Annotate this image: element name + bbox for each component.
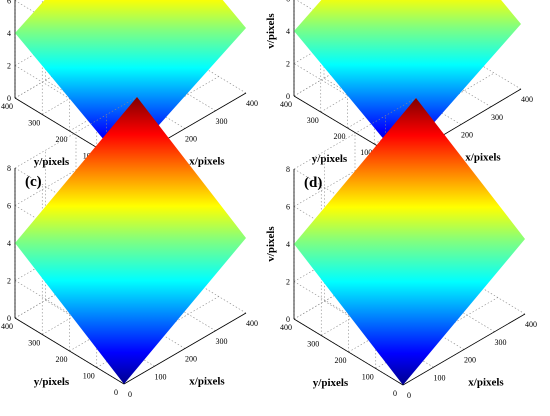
z-tick-label: 4 xyxy=(286,27,290,36)
y-tick-label: 100 xyxy=(83,372,95,381)
y-axis-label: y/pixels xyxy=(313,377,349,389)
z-tick-label: 8 xyxy=(286,165,290,174)
y-tick-label: 0 xyxy=(114,388,118,397)
surface-patch xyxy=(15,97,246,384)
x-tick-label: 300 xyxy=(495,338,507,347)
y-axis-label: y/pixels xyxy=(312,153,348,165)
surface-patch xyxy=(294,0,521,160)
z-axis-label: v/pixels xyxy=(265,13,277,49)
panel-d: 0100200300400010020030040002468x/pixelsy… xyxy=(265,97,537,400)
z-tick-label: 2 xyxy=(7,277,11,286)
z-tick-label: 0 xyxy=(286,92,290,101)
panel-b: 0100200300400010020030040002468x/pixelsy… xyxy=(265,0,533,175)
z-tick-label: 4 xyxy=(7,29,11,38)
x-tick-label: 0 xyxy=(128,390,132,399)
x-tick-label: 100 xyxy=(434,373,446,382)
z-tick-label: 2 xyxy=(286,60,290,69)
grid-line-back-wall xyxy=(14,96,138,169)
x-tick-label: 200 xyxy=(461,131,473,140)
y-tick-label: 100 xyxy=(360,148,372,157)
x-axis-line xyxy=(402,313,526,386)
y-tick-label: 300 xyxy=(28,119,40,128)
y-tick-label: 300 xyxy=(307,116,319,125)
x-tick-label: 400 xyxy=(246,319,258,328)
z-tick-label: 0 xyxy=(286,315,290,324)
y-tick-label: 200 xyxy=(56,355,68,364)
x-tick-label: 300 xyxy=(216,337,228,346)
x-tick-label: 400 xyxy=(525,320,537,329)
z-tick-label: 6 xyxy=(286,203,290,212)
x-tick-label: 200 xyxy=(185,355,197,364)
y-tick-label: 300 xyxy=(307,340,319,349)
y-axis-label: y/pixels xyxy=(34,376,70,388)
x-tick-label: 200 xyxy=(464,356,476,365)
panel-label: (c) xyxy=(25,174,42,190)
x-tick-label: 300 xyxy=(491,113,503,122)
z-axis-label: v/pixels xyxy=(265,226,277,262)
panel-c: 0100200300400010020030040002468x/pixelsy… xyxy=(1,96,258,399)
z-tick-label: 0 xyxy=(7,314,11,323)
surface-patch xyxy=(294,98,525,385)
grid-line-back-wall xyxy=(293,97,417,170)
z-tick-label: 8 xyxy=(7,164,11,173)
x-tick-label: 200 xyxy=(185,135,197,144)
x-axis-line xyxy=(123,312,247,385)
y-tick-label: 400 xyxy=(280,323,292,332)
panel-a: 0100200300400010020030040002468x/pixelsy… xyxy=(1,0,258,179)
y-tick-label: 400 xyxy=(1,102,13,111)
y-tick-label: 400 xyxy=(1,322,13,331)
panel-label: (d) xyxy=(304,175,322,191)
y-tick-label: 200 xyxy=(334,132,346,141)
x-axis-label: x/pixels xyxy=(189,376,225,388)
x-axis-label: x/pixels xyxy=(465,152,501,164)
y-axis-line xyxy=(14,317,125,385)
x-axis-label: x/pixels xyxy=(189,156,225,168)
y-tick-label: 100 xyxy=(362,373,374,382)
z-tick-label: 6 xyxy=(7,202,11,211)
x-tick-label: 0 xyxy=(407,391,411,400)
y-tick-label: 200 xyxy=(56,135,68,144)
z-tick-label: 4 xyxy=(7,239,11,248)
z-tick-label: 6 xyxy=(7,0,11,6)
z-tick-label: 0 xyxy=(7,94,11,103)
y-tick-label: 200 xyxy=(335,356,347,365)
grid-line-floor xyxy=(374,72,495,145)
z-tick-label: 4 xyxy=(286,240,290,249)
x-axis-label: x/pixels xyxy=(468,377,504,389)
x-tick-label: 400 xyxy=(246,99,258,108)
x-tick-label: 100 xyxy=(155,372,167,381)
x-tick-label: 400 xyxy=(521,95,533,104)
z-tick-label: 2 xyxy=(7,62,11,71)
x-tick-label: 300 xyxy=(216,117,228,126)
y-tick-label: 300 xyxy=(28,339,40,348)
surface-patch xyxy=(15,0,246,164)
z-tick-label: 6 xyxy=(286,0,290,4)
z-tick-label: 2 xyxy=(286,278,290,287)
y-tick-label: 400 xyxy=(280,100,292,109)
y-axis-line xyxy=(293,318,404,386)
y-tick-label: 0 xyxy=(393,389,397,398)
y-axis-label: y/pixels xyxy=(34,156,70,168)
